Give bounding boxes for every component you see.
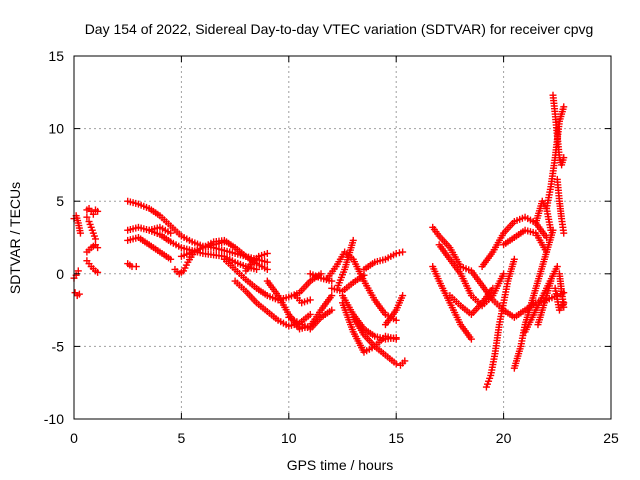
series-arc-43 — [553, 175, 568, 237]
series-arc-32 — [435, 241, 508, 310]
data-point — [75, 290, 83, 298]
data-point — [401, 357, 409, 365]
x-tick-label: 0 — [70, 430, 78, 446]
data-point — [399, 248, 407, 256]
data-point — [553, 263, 561, 271]
series-arc-27 — [349, 313, 409, 369]
series-arc-2 — [70, 267, 82, 282]
series-arc-29 — [381, 292, 407, 329]
series-arc-17 — [242, 249, 271, 275]
series-arc-34 — [482, 255, 518, 391]
data-point — [560, 103, 568, 111]
y-axis-label: SDTVAR / TECUs — [7, 182, 23, 294]
series-arc-33 — [446, 284, 497, 318]
data-point — [399, 292, 407, 300]
series-arc-12 — [145, 223, 175, 237]
series-arc-36 — [500, 226, 551, 256]
series-arc-4 — [83, 204, 102, 218]
y-tick-label: 15 — [48, 48, 64, 64]
y-tick-label: -5 — [52, 338, 65, 354]
data-point — [263, 265, 271, 273]
plot-frame — [73, 55, 612, 420]
data-point — [392, 335, 400, 343]
x-tick-label: 15 — [388, 430, 404, 446]
data-point — [489, 284, 497, 292]
series-arc-3 — [71, 289, 83, 300]
y-tick-label: 0 — [56, 266, 64, 282]
series-arc-16 — [231, 277, 314, 330]
data-point — [89, 210, 97, 218]
y-tick-label: 10 — [48, 121, 64, 137]
series-arc-26 — [339, 299, 400, 356]
data-point — [306, 296, 314, 304]
x-tick-label: 20 — [496, 430, 512, 446]
data-point — [547, 277, 555, 285]
data-point — [349, 236, 357, 244]
data-point — [392, 249, 400, 257]
x-axis-label: GPS time / hours — [287, 457, 394, 473]
x-tick-label: 10 — [281, 430, 297, 446]
data-point — [94, 244, 102, 252]
data-point — [263, 258, 271, 266]
x-tick-label: 5 — [178, 430, 186, 446]
series-arc-7 — [83, 257, 102, 276]
data-point — [547, 226, 555, 234]
data-point — [76, 229, 84, 237]
data-point — [560, 303, 568, 311]
series-arc-6 — [83, 241, 102, 256]
axis-ticks: 0 5 10 15 20 25 -10 -5 0 5 10 15 — [44, 48, 619, 446]
y-tick-label: -10 — [44, 411, 64, 427]
data-point — [306, 310, 314, 318]
series-arc-20 — [291, 292, 314, 307]
data-point — [94, 268, 102, 276]
series-arc-31 — [429, 263, 475, 343]
data-point — [328, 306, 336, 314]
data-point — [560, 229, 568, 237]
series-arc-19 — [285, 306, 336, 333]
x-tick-label: 25 — [603, 430, 619, 446]
data-point — [74, 267, 82, 275]
data-point — [560, 154, 568, 162]
data-point — [132, 263, 140, 271]
series-arc-14 — [177, 236, 271, 273]
grid-lines — [74, 56, 611, 419]
data-points — [70, 91, 568, 391]
series-arc-11 — [124, 260, 140, 271]
data-point — [500, 270, 508, 278]
series-arc-5 — [83, 213, 99, 243]
data-point — [328, 292, 336, 300]
series-arc-23 — [334, 236, 357, 289]
series-arc-42 — [549, 91, 568, 169]
series-arc-45 — [555, 270, 568, 311]
data-point — [392, 316, 400, 324]
series-arc-35 — [478, 213, 551, 271]
series-arc-24 — [328, 271, 368, 295]
data-point — [328, 277, 336, 285]
y-tick-label: 5 — [56, 193, 64, 209]
series-arc-10 — [124, 234, 175, 263]
data-point — [510, 255, 518, 263]
series-arc-40 — [534, 277, 555, 329]
data-point — [83, 213, 91, 221]
series-arc-28 — [360, 248, 407, 273]
data-point — [167, 255, 175, 263]
data-point — [395, 249, 403, 257]
data-point — [167, 229, 175, 237]
chart-title: Day 154 of 2022, Sidereal Day-to-day VTE… — [85, 21, 594, 37]
series-arc-1 — [70, 212, 84, 237]
data-point — [467, 335, 475, 343]
series-arc-37 — [510, 226, 557, 372]
data-point — [94, 207, 102, 215]
data-point — [263, 249, 271, 257]
data-point — [392, 360, 400, 368]
